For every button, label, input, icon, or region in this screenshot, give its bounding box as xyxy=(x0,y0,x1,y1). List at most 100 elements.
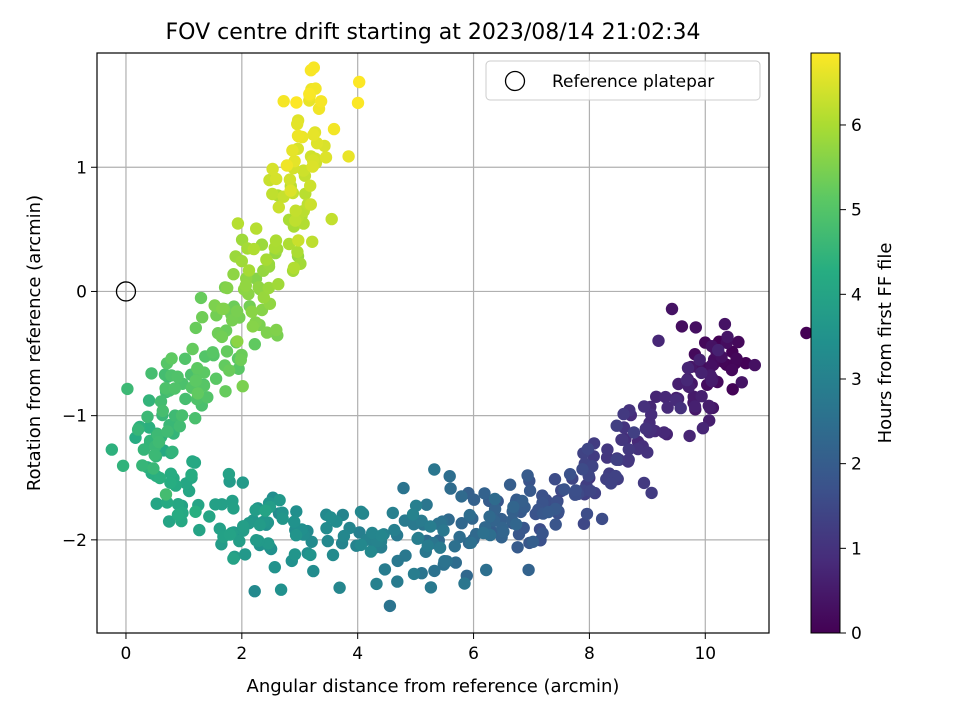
scatter-point xyxy=(276,512,289,525)
scatter-point xyxy=(383,599,397,613)
scatter-point xyxy=(512,528,526,541)
scatter-point xyxy=(696,422,710,435)
scatter-point xyxy=(289,204,302,217)
scatter-point xyxy=(246,320,259,333)
scatter-point xyxy=(627,426,641,439)
scatter-point xyxy=(503,478,517,491)
scatter-point xyxy=(665,302,679,316)
scatter-point xyxy=(327,122,341,136)
reference-point xyxy=(115,281,137,302)
scatter-point xyxy=(291,117,304,131)
scatter-point xyxy=(287,261,301,275)
scatter-point xyxy=(463,508,476,522)
scatter-point xyxy=(274,583,288,596)
scatter-point xyxy=(239,279,252,292)
scatter-point xyxy=(165,352,178,365)
scatter-point xyxy=(480,563,493,577)
scatter-point xyxy=(683,429,696,443)
scatter-point xyxy=(438,555,451,568)
scatter-point xyxy=(307,128,320,141)
scatter-point xyxy=(337,529,351,543)
scatter-point xyxy=(304,198,317,211)
scatter-point xyxy=(206,346,219,359)
scatter-point xyxy=(191,387,204,400)
scatter-point xyxy=(236,380,249,393)
scatter-point xyxy=(137,443,151,456)
scatter-point xyxy=(406,508,420,521)
scatter-point xyxy=(637,400,651,413)
scatter-point xyxy=(159,382,172,395)
scatter-point xyxy=(209,498,222,511)
colorbar-tick-label: 5 xyxy=(851,201,862,221)
colorbar-tick-label: 0 xyxy=(851,624,862,644)
scatter-point xyxy=(569,484,582,497)
scatter-point xyxy=(399,549,412,562)
scatter-point xyxy=(325,212,338,226)
scatter-point xyxy=(284,184,297,197)
x-axis-label: Angular distance from reference (arcmin) xyxy=(247,676,620,697)
scatter-point xyxy=(581,442,595,456)
colorbar: 0 1 2 3 4 5 6 Hours from first FF file xyxy=(810,52,896,644)
scatter-point xyxy=(272,278,285,291)
scatter-point xyxy=(220,345,234,358)
scatter-point xyxy=(189,505,202,518)
scatter-point xyxy=(601,443,614,456)
scatter-point xyxy=(270,323,283,337)
scatter-point xyxy=(262,281,275,295)
scatter-point xyxy=(595,512,609,526)
scatter-points xyxy=(105,61,813,613)
scatter-point xyxy=(680,374,694,387)
scatter-point xyxy=(622,443,635,456)
scatter-point xyxy=(521,469,534,482)
scatter-point xyxy=(196,311,209,324)
scatter-point xyxy=(209,372,223,385)
scatter-point xyxy=(304,548,317,562)
scatter-point xyxy=(194,291,208,305)
scatter-point xyxy=(250,534,263,547)
colorbar-tick-label: 1 xyxy=(851,539,862,559)
scatter-point xyxy=(622,453,635,466)
scatter-point xyxy=(617,407,630,421)
scatter-point xyxy=(424,520,437,533)
scatter-point xyxy=(415,514,428,527)
scatter-point xyxy=(291,129,305,142)
scatter-point xyxy=(291,245,304,259)
y-axis-label: Rotation from reference (arcmin) xyxy=(24,195,45,491)
scatter-point xyxy=(116,459,130,472)
scatter-point xyxy=(253,518,266,532)
scatter-point xyxy=(688,400,702,413)
scatter-point xyxy=(586,460,599,473)
scatter-point xyxy=(645,486,658,500)
scatter-point xyxy=(238,548,252,561)
scatter-point xyxy=(735,376,748,389)
scatter-point xyxy=(455,517,468,530)
scatter-point xyxy=(411,532,424,545)
scatter-point xyxy=(227,552,240,565)
scatter-point xyxy=(448,540,461,553)
scatter-point xyxy=(252,281,265,294)
scatter-point xyxy=(509,518,523,531)
scatter-point xyxy=(577,517,591,530)
scatter-point xyxy=(268,561,281,574)
scatter-point xyxy=(351,96,365,110)
scatter-point xyxy=(260,253,273,266)
scatter-point xyxy=(227,268,240,281)
scatter-point xyxy=(333,581,346,594)
scatter-point xyxy=(674,401,687,415)
scatter-point xyxy=(250,222,263,235)
legend-box xyxy=(485,60,761,101)
scatter-point xyxy=(186,455,199,468)
scatter-point xyxy=(245,305,258,318)
scatter-point xyxy=(231,217,245,230)
scatter-point xyxy=(375,529,388,542)
scatter-point xyxy=(216,302,229,316)
scatter-point xyxy=(234,353,247,367)
scatter-point xyxy=(558,483,571,496)
scatter-point xyxy=(321,534,334,548)
legend: Reference platepar xyxy=(485,60,761,101)
scatter-point xyxy=(230,305,244,318)
scatter-point xyxy=(548,473,562,486)
scatter-point xyxy=(303,87,316,101)
scatter-point xyxy=(288,548,302,561)
scatter-point xyxy=(388,523,401,537)
